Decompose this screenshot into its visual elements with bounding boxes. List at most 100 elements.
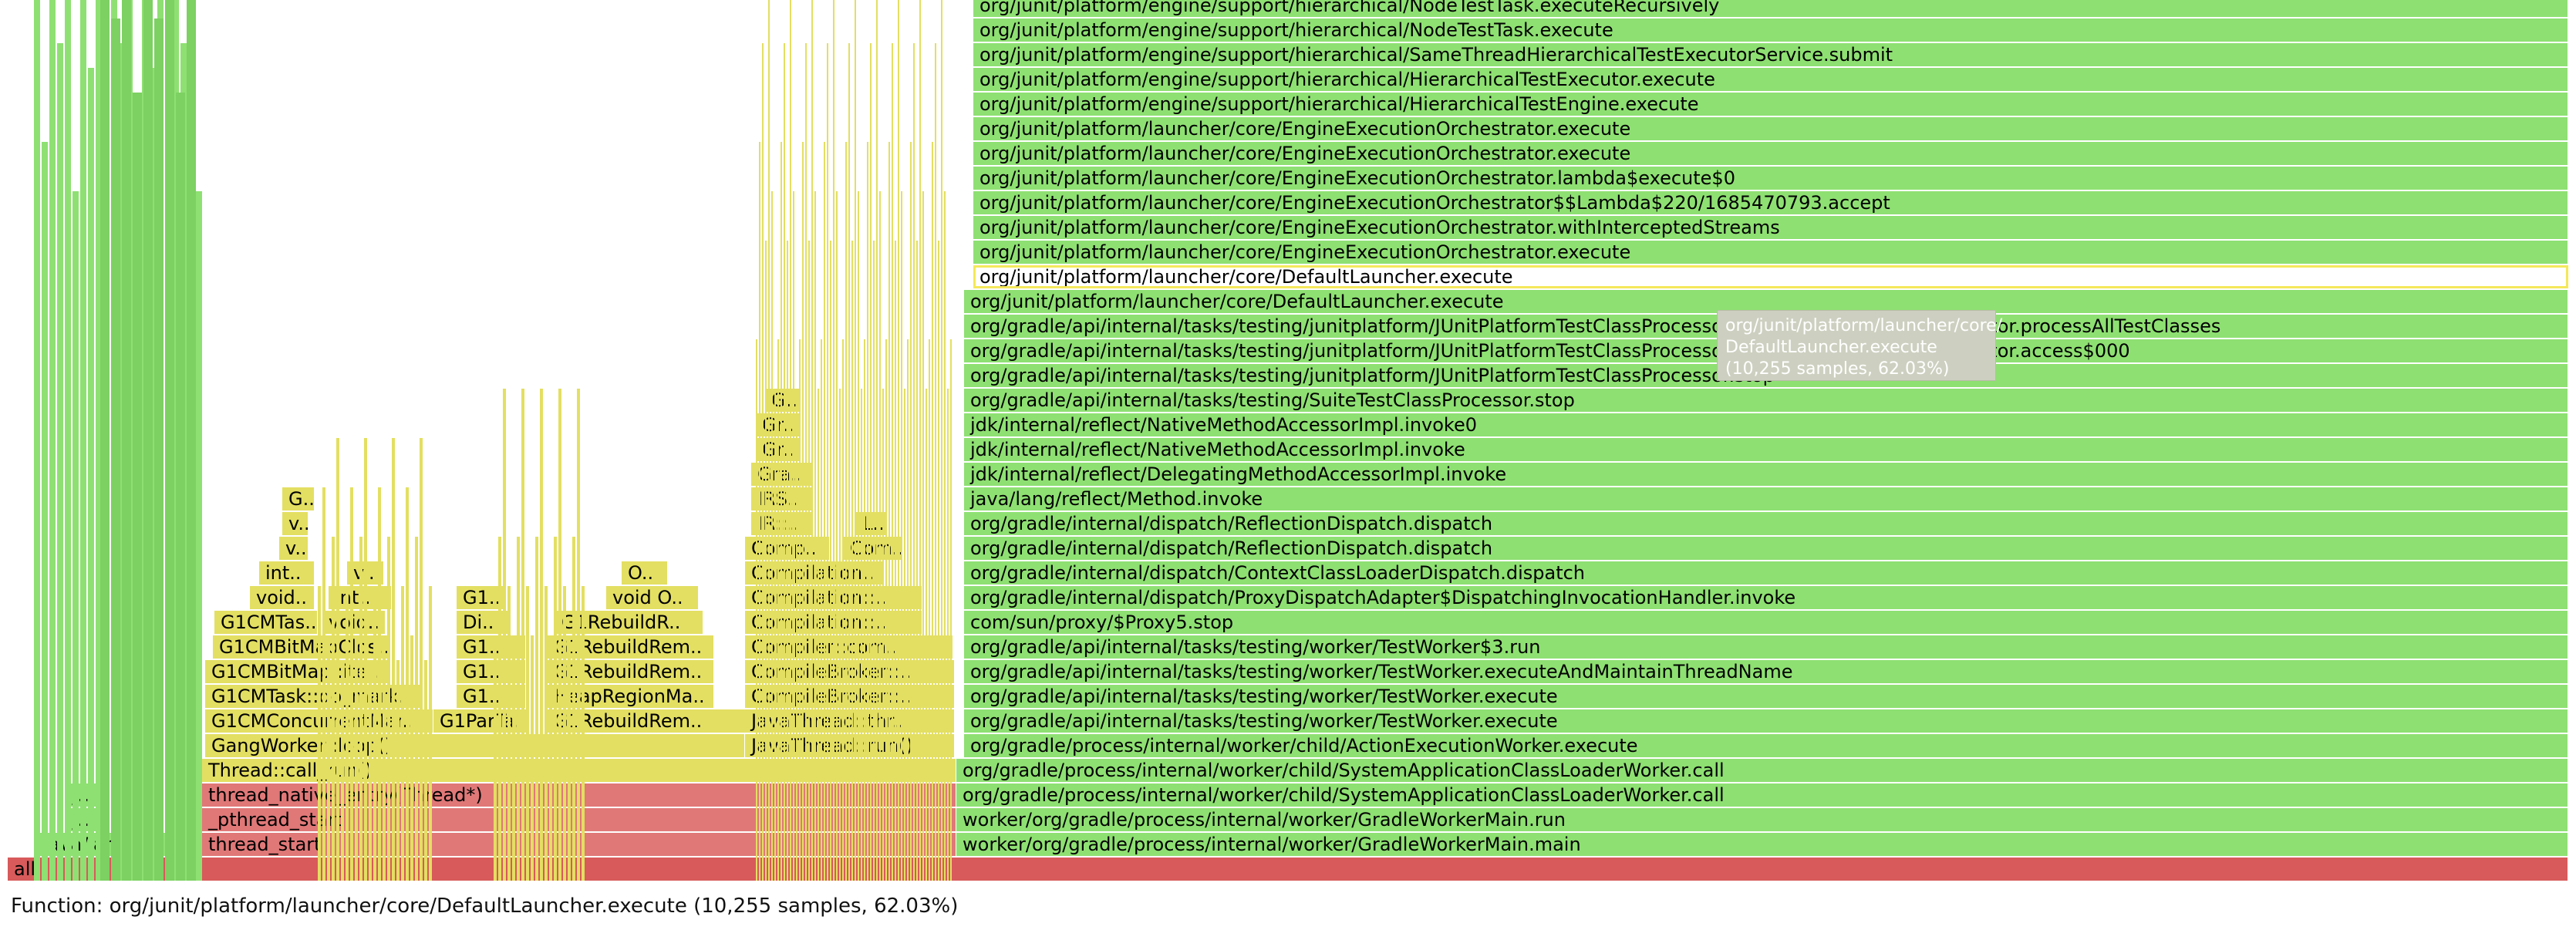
flame-sliver [787, 241, 788, 881]
flame-frame[interactable]: void O.. [606, 586, 699, 609]
flame-frame[interactable]: org/gradle/internal/dispatch/ReflectionD… [964, 512, 2568, 535]
flame-frame[interactable]: v.. [279, 537, 309, 560]
flame-frame[interactable]: G1.. [457, 660, 526, 683]
flame-sliver [876, 0, 878, 881]
flame-frame[interactable]: org/gradle/internal/dispatch/ContextClas… [964, 561, 2568, 585]
flame-frame[interactable]: jdk/internal/reflect/DelegatingMethodAcc… [964, 463, 2568, 486]
flame-frame[interactable]: org/junit/platform/launcher/core/EngineE… [973, 142, 2568, 165]
flame-frame[interactable]: org/junit/platform/engine/support/hierar… [973, 19, 2568, 42]
flame-frame[interactable]: org/gradle/process/internal/worker/child… [956, 759, 2568, 782]
flame-frame[interactable]: org/junit/platform/engine/support/hierar… [973, 93, 2568, 116]
flame-sliver [790, 0, 791, 881]
frame-label: worker/org/gradle/process/internal/worke… [963, 834, 1581, 855]
flame-frame[interactable]: java/lang/reflect/Method.invoke [964, 487, 2568, 510]
frame-label: org/gradle/api/internal/tasks/testing/ju… [970, 315, 2221, 337]
flame-frame[interactable]: org/junit/platform/engine/support/hierar… [973, 0, 2568, 17]
flame-frame[interactable]: jdk/internal/reflect/NativeMethodAccesso… [964, 413, 2568, 436]
flame-frame[interactable]: org/junit/platform/launcher/core/EngineE… [973, 191, 2568, 214]
flame-frame[interactable]: Gra.. [751, 463, 813, 486]
flame-sliver [827, 43, 828, 881]
flame-sliver [350, 487, 353, 881]
flame-frame[interactable]: worker/org/gradle/process/internal/worke… [956, 808, 2568, 831]
frame-label: org/junit/platform/launcher/core/EngineE… [979, 217, 1780, 238]
frame-label: org/gradle/api/internal/tasks/testing/Su… [970, 389, 1575, 411]
flame-frame[interactable]: org/gradle/api/internal/tasks/testing/wo… [964, 635, 2568, 659]
flame-sliver [322, 487, 325, 881]
flame-frame[interactable]: org/gradle/internal/dispatch/ProxyDispat… [964, 586, 2568, 609]
frame-label: O.. [628, 562, 654, 584]
flame-frame[interactable]: org/junit/platform/launcher/core/EngineE… [973, 216, 2568, 239]
flame-sliver [531, 635, 534, 881]
flame-sliver [839, 389, 841, 881]
flame-sliver [888, 142, 890, 881]
flame-frame[interactable]: org/gradle/api/internal/tasks/testing/wo… [964, 709, 2568, 733]
flame-sliver [784, 43, 785, 881]
flame-frame[interactable]: org/junit/platform/launcher/core/EngineE… [973, 241, 2568, 264]
flame-sliver [944, 191, 946, 881]
flame-frame[interactable]: jdk/internal/reflect/NativeMethodAccesso… [964, 438, 2568, 461]
flame-frame[interactable]: void.. [250, 586, 315, 609]
flame-frame[interactable]: IR::.. [751, 512, 813, 535]
flame-sliver [935, 43, 936, 881]
flame-sliver [512, 635, 515, 881]
flame-frame[interactable]: org/gradle/api/internal/tasks/testing/wo… [964, 660, 2568, 683]
flame-sliver [96, 0, 102, 881]
flame-frame[interactable]: int.. [259, 561, 315, 585]
flame-frame[interactable]: G1.. [457, 685, 526, 708]
frame-label: java/lang/reflect/Method.invoke [970, 488, 1263, 510]
frame-label: org/junit/platform/engine/support/hierar… [979, 44, 1893, 66]
flame-frame[interactable]: org/gradle/process/internal/worker/child… [964, 734, 2568, 757]
frame-label: org/gradle/api/internal/tasks/testing/wo… [970, 686, 1558, 707]
flame-frame[interactable]: Di.. [457, 611, 511, 634]
flame-frame[interactable]: G1.. [457, 635, 526, 659]
flame-frame[interactable]: IRS.. [751, 487, 813, 510]
flame-sliver [818, 389, 819, 881]
flame-sliver [882, 389, 884, 881]
flame-frame[interactable]: com/sun/proxy/$Proxy5.stop [964, 611, 2568, 634]
flame-sliver [904, 389, 905, 881]
flame-sliver [327, 635, 330, 881]
frame-tooltip: org/junit/platform/launcher/core/ Defaul… [1717, 310, 2002, 381]
flame-frame[interactable]: org/junit/platform/launcher/core/EngineE… [973, 167, 2568, 190]
flame-sliver [65, 0, 71, 881]
flame-sliver [369, 660, 372, 881]
flame-frame[interactable]: G1CMBitMap::ite.. [205, 660, 390, 683]
flame-frame[interactable]: org/junit/platform/engine/support/hierar… [973, 68, 2568, 91]
flame-frame[interactable]: org/gradle/internal/dispatch/ReflectionD… [964, 537, 2568, 560]
flame-frame[interactable]: GangWorker::loop() [205, 734, 745, 757]
frame-label: org/gradle/internal/dispatch/ContextClas… [970, 562, 1586, 584]
flame-sliver [507, 586, 511, 881]
flame-sliver [318, 586, 321, 881]
flame-sliver [836, 191, 838, 881]
flame-frame[interactable]: org/gradle/process/internal/worker/child… [956, 783, 2568, 807]
flame-sliver [870, 43, 872, 881]
flame-sliver [861, 389, 862, 881]
flame-frame[interactable]: org/junit/platform/launcher/core/EngineE… [973, 117, 2568, 140]
flame-sliver [898, 0, 899, 881]
flame-sliver [913, 43, 915, 881]
flame-sliver [814, 191, 816, 881]
flame-frame[interactable]: org/gradle/api/internal/tasks/testing/Su… [964, 389, 2568, 412]
flame-sliver [378, 487, 381, 881]
flame-frame[interactable]: v.. [282, 512, 309, 535]
flame-frame[interactable]: org/junit/platform/launcher/core/Default… [973, 265, 2568, 288]
flame-frame[interactable]: G1RebuildR.. [555, 611, 703, 634]
flame-root-frame[interactable]: all [8, 858, 2568, 881]
flame-frame[interactable]: org/junit/platform/launcher/core/Default… [964, 290, 2568, 313]
flame-frame[interactable]: G.. [282, 487, 315, 510]
flame-sliver [907, 339, 909, 881]
flame-frame[interactable]: G1.. [457, 586, 506, 609]
flame-sliver [429, 586, 432, 881]
flame-sliver [821, 339, 822, 881]
frame-label: G.. [288, 488, 314, 510]
flame-frame[interactable]: org/junit/platform/engine/support/hierar… [973, 43, 2568, 66]
flame-frame[interactable]: G1CMTas.. [214, 611, 318, 634]
frame-label: org/junit/platform/launcher/core/EngineE… [979, 192, 1890, 214]
frame-label: thread_start [208, 834, 322, 855]
flame-frame[interactable]: worker/org/gradle/process/internal/worke… [956, 833, 2568, 856]
frame-label: Gra.. [751, 463, 812, 486]
flame-frame[interactable]: O.. [622, 561, 668, 585]
flame-frame[interactable]: org/gradle/api/internal/tasks/testing/wo… [964, 685, 2568, 708]
flame-sliver [950, 339, 952, 881]
flame-sliver [332, 537, 335, 881]
